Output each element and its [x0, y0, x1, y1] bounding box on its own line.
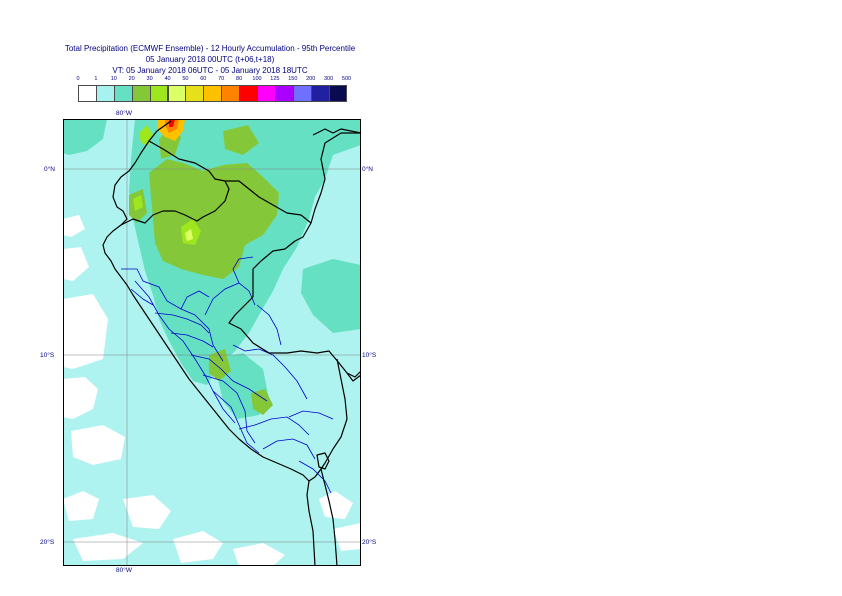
legend-threshold-label: 200	[306, 76, 316, 82]
legend-swatch	[167, 85, 187, 102]
legend-threshold-label: 80	[236, 76, 243, 82]
title-line-3: VT: 05 January 2018 06UTC - 05 January 2…	[112, 66, 308, 75]
precipitation-map	[63, 119, 361, 566]
legend-swatch	[239, 85, 258, 102]
title-line-2: 05 January 2018 00UTC (t+06,t+18)	[145, 55, 275, 64]
legend-swatch	[185, 85, 205, 102]
ocean-blank-patches	[63, 204, 361, 566]
legend-threshold-label: 1	[94, 76, 98, 82]
legend-swatch	[113, 85, 133, 102]
legend-swatch	[292, 85, 312, 102]
legend-threshold-label: 10	[110, 76, 117, 82]
legend-threshold-label: 100	[252, 76, 262, 82]
legend-swatch	[310, 85, 330, 102]
coastline	[102, 120, 316, 566]
legend-threshold-label: 20	[128, 76, 135, 82]
border-bolivia-brazil	[346, 370, 361, 378]
map-frame	[63, 119, 361, 566]
legend-threshold-label: 70	[218, 76, 225, 82]
legend-threshold-label: 60	[200, 76, 207, 82]
border-colombia-peru-brazil	[225, 180, 312, 297]
legend-swatch	[257, 85, 276, 102]
border-peru-bolivia	[308, 358, 348, 482]
legend-threshold-label: 125	[270, 76, 280, 82]
lat-label-0n-right: 0°N	[362, 166, 373, 173]
legend-threshold-label: 300	[324, 76, 334, 82]
country-borders	[102, 120, 361, 566]
lat-label-0n-left: 0°N	[44, 166, 55, 173]
lake-titicaca	[316, 452, 330, 470]
admin-boundaries	[121, 256, 334, 494]
legend-threshold-label: 0	[76, 76, 80, 82]
title-line-1: Total Precipitation (ECMWF Ensemble) - 1…	[64, 44, 356, 53]
lon-label-top: 80°W	[116, 110, 132, 117]
legend-threshold-label: 150	[288, 76, 298, 82]
border-colombia-brazil	[310, 132, 361, 224]
lon-label-bottom: 80°W	[116, 567, 132, 574]
legend-swatch	[149, 85, 169, 102]
border-colombia-ecuador	[148, 140, 226, 182]
legend-threshold-label: 30	[146, 76, 153, 82]
border-bolivia-chile	[320, 468, 338, 566]
border-venezuela	[312, 128, 361, 136]
legend-swatch	[274, 85, 294, 102]
legend-swatch	[95, 85, 115, 102]
lat-label-20s-right: 20°S	[362, 539, 377, 546]
legend-swatch	[131, 85, 151, 102]
legend-swatch	[328, 85, 348, 102]
graticule	[63, 119, 361, 566]
border-peru-brazil	[228, 296, 361, 382]
precip-peak	[157, 119, 193, 241]
border-ecuador-peru	[120, 180, 230, 226]
legend-threshold-label: 500	[341, 76, 352, 82]
legend-threshold-label: 50	[182, 76, 189, 82]
lat-label-10s-right: 10°S	[362, 352, 377, 359]
lat-label-20s-left: 20°S	[40, 539, 55, 546]
legend-swatch	[78, 85, 97, 102]
legend-swatch	[203, 85, 223, 102]
lat-label-10s-left: 10°S	[40, 352, 55, 359]
legend-threshold-label: 40	[164, 76, 171, 82]
legend-swatch	[221, 85, 241, 102]
